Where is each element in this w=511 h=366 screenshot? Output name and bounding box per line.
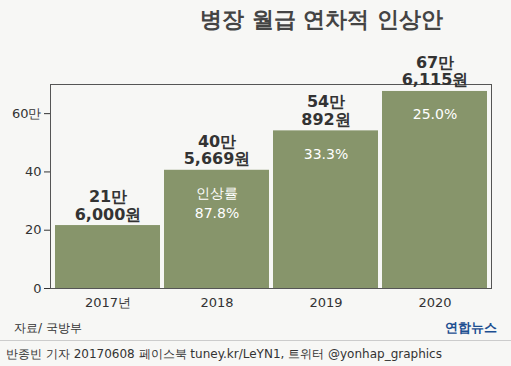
html-text:반종빈 기자 20170608 페이스북 tuney.kr/: 반종빈 기자 20170608 페이스북 tuney.kr/LeYN1, 트위터… — [6, 347, 442, 361]
svg-text:0: 0 — [33, 281, 41, 296]
svg-text:21만6,000원: 21만6,000원 — [75, 187, 142, 224]
svg-text:25.0%: 25.0% — [413, 106, 457, 122]
svg-text:20: 20 — [25, 222, 42, 237]
svg-text:인상률87.8%: 인상률87.8% — [195, 185, 239, 221]
svg-text:33.3%: 33.3% — [304, 146, 348, 162]
svg-text:40만5,669원: 40만5,669원 — [184, 132, 251, 169]
svg-text:60만: 60만 — [12, 106, 42, 121]
html-text:병장 월급 연차적 인상안: 병장 월급 연차적 인상안 — [200, 7, 443, 32]
svg-text:2017년: 2017년 — [85, 295, 131, 310]
svg-text:2020: 2020 — [418, 295, 451, 310]
html-text:연합뉴스: 연합뉴스 — [445, 320, 497, 335]
svg-text:2019: 2019 — [309, 295, 342, 310]
svg-text:2018: 2018 — [200, 295, 233, 310]
svg-text:67만6,115원: 67만6,115원 — [402, 53, 469, 90]
html-text:자료/ 국방부: 자료/ 국방부 — [14, 320, 82, 335]
svg-text:40: 40 — [25, 164, 42, 179]
svg-text:54만892원: 54만892원 — [301, 92, 350, 129]
